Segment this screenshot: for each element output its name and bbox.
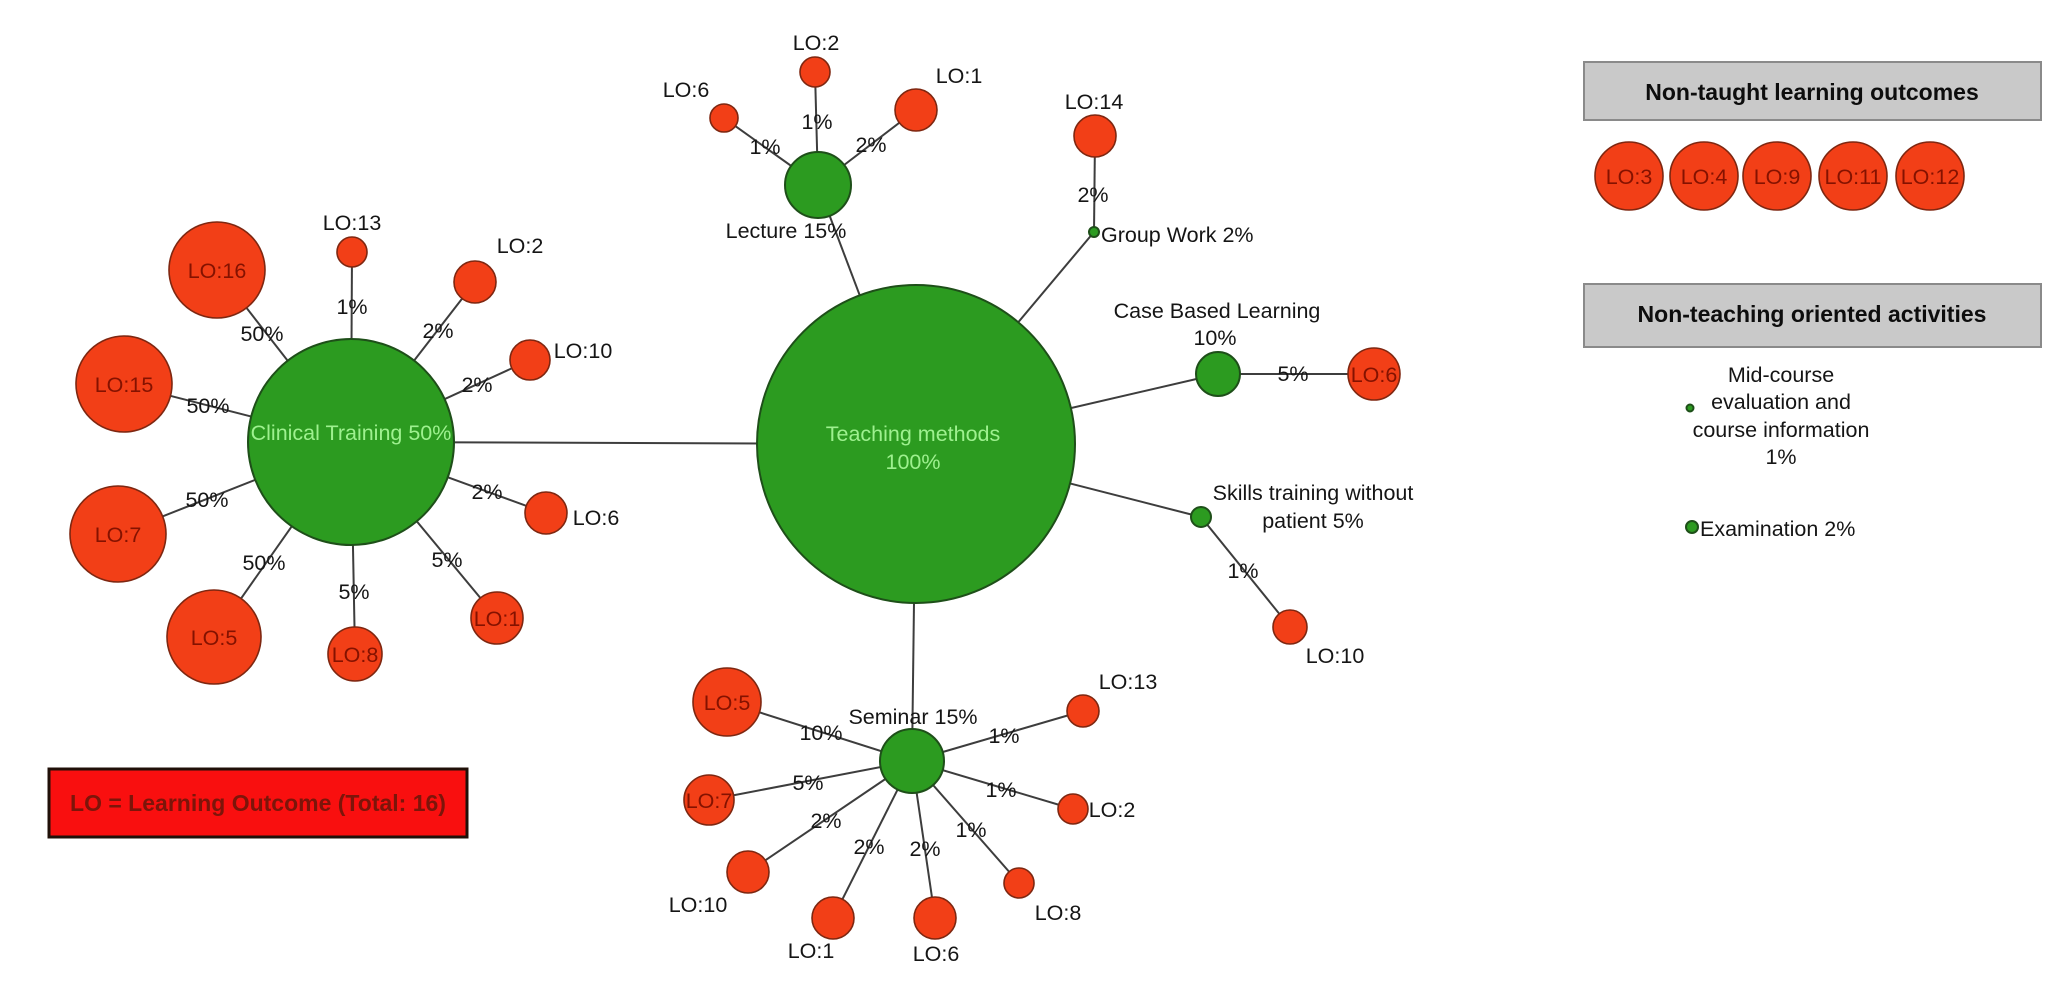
svg-text:5%: 5% — [1277, 362, 1308, 386]
svg-text:LO:6: LO:6 — [573, 506, 620, 530]
svg-text:2%: 2% — [855, 133, 886, 157]
svg-text:10%: 10% — [1193, 326, 1236, 350]
svg-text:LO:2: LO:2 — [793, 31, 840, 55]
svg-text:1%: 1% — [336, 295, 367, 319]
svg-text:LO:15: LO:15 — [95, 373, 154, 397]
svg-text:5%: 5% — [338, 580, 369, 604]
svg-text:50%: 50% — [186, 394, 229, 418]
svg-text:LO:7: LO:7 — [95, 523, 142, 547]
svg-text:LO:11: LO:11 — [1825, 165, 1882, 189]
svg-text:LO:8: LO:8 — [1035, 901, 1082, 925]
svg-text:1%: 1% — [955, 818, 986, 842]
svg-text:LO:1: LO:1 — [788, 939, 835, 963]
svg-text:LO:6: LO:6 — [1351, 363, 1398, 387]
svg-text:50%: 50% — [242, 551, 285, 575]
svg-text:LO:2: LO:2 — [1089, 798, 1136, 822]
svg-text:Clinical Training 50%: Clinical Training 50% — [251, 421, 452, 445]
svg-text:2%: 2% — [909, 837, 940, 861]
svg-text:Case Based Learning: Case Based Learning — [1114, 299, 1321, 323]
svg-text:LO:1: LO:1 — [474, 607, 521, 631]
svg-text:50%: 50% — [240, 322, 283, 346]
svg-text:2%: 2% — [422, 319, 453, 343]
svg-text:LO:10: LO:10 — [1306, 644, 1365, 668]
svg-text:10%: 10% — [799, 721, 842, 745]
svg-text:LO:6: LO:6 — [913, 942, 960, 966]
svg-text:Examination 2%: Examination 2% — [1700, 517, 1855, 541]
svg-text:LO = Learning Outcome (Total:: LO = Learning Outcome (Total: 16) — [70, 790, 446, 816]
svg-text:LO:2: LO:2 — [497, 234, 544, 258]
svg-text:Non-teaching oriented activiti: Non-teaching oriented activities — [1638, 301, 1987, 327]
svg-text:LO:12: LO:12 — [1901, 165, 1960, 189]
svg-text:Seminar 15%: Seminar 15% — [848, 705, 977, 729]
svg-text:LO:1: LO:1 — [936, 64, 983, 88]
svg-text:1%: 1% — [749, 135, 780, 159]
svg-text:2%: 2% — [853, 835, 884, 859]
svg-text:2%: 2% — [471, 480, 502, 504]
svg-text:5%: 5% — [431, 548, 462, 572]
svg-text:LO:10: LO:10 — [669, 893, 728, 917]
svg-text:patient 5%: patient 5% — [1262, 509, 1364, 533]
svg-text:1%: 1% — [988, 724, 1019, 748]
svg-text:2%: 2% — [1077, 183, 1108, 207]
svg-text:LO:13: LO:13 — [323, 211, 382, 235]
svg-text:Group Work 2%: Group Work 2% — [1101, 223, 1254, 247]
svg-text:LO:10: LO:10 — [554, 339, 613, 363]
svg-text:2%: 2% — [810, 809, 841, 833]
svg-text:Non-taught learning outcomes: Non-taught learning outcomes — [1645, 79, 1979, 105]
svg-text:5%: 5% — [792, 771, 823, 795]
svg-text:LO:16: LO:16 — [188, 259, 247, 283]
svg-text:1%: 1% — [801, 110, 832, 134]
svg-text:LO:3: LO:3 — [1606, 165, 1653, 189]
svg-text:course information: course information — [1693, 418, 1870, 442]
svg-text:LO:13: LO:13 — [1099, 670, 1158, 694]
svg-text:100%: 100% — [886, 450, 941, 474]
svg-text:LO:4: LO:4 — [1681, 165, 1728, 189]
svg-text:LO:8: LO:8 — [332, 643, 379, 667]
svg-text:1%: 1% — [1765, 445, 1796, 469]
svg-text:50%: 50% — [185, 488, 228, 512]
svg-text:evaluation and: evaluation and — [1711, 390, 1851, 414]
svg-text:LO:5: LO:5 — [191, 626, 238, 650]
svg-text:LO:14: LO:14 — [1065, 90, 1124, 114]
svg-text:Skills training without: Skills training without — [1213, 481, 1414, 505]
svg-text:LO:5: LO:5 — [704, 691, 751, 715]
svg-text:LO:9: LO:9 — [1754, 165, 1801, 189]
svg-text:Teaching methods: Teaching methods — [826, 422, 1001, 446]
svg-text:LO:6: LO:6 — [663, 78, 710, 102]
svg-text:1%: 1% — [1227, 559, 1258, 583]
svg-text:Lecture 15%: Lecture 15% — [726, 219, 847, 243]
svg-text:Mid-course: Mid-course — [1728, 363, 1834, 387]
svg-text:1%: 1% — [985, 778, 1016, 802]
svg-text:2%: 2% — [461, 373, 492, 397]
svg-text:LO:7: LO:7 — [686, 789, 733, 813]
